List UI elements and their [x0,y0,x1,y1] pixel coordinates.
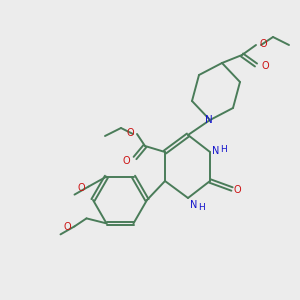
Text: H: H [220,145,227,154]
Text: O: O [126,128,134,138]
Text: O: O [78,183,85,193]
Text: N: N [190,200,197,210]
Text: O: O [122,156,130,166]
Text: O: O [261,61,268,71]
Text: H: H [198,203,205,212]
Text: O: O [64,222,71,233]
Text: N: N [205,115,213,125]
Text: O: O [259,39,267,49]
Text: O: O [233,185,241,195]
Text: N: N [212,146,219,156]
